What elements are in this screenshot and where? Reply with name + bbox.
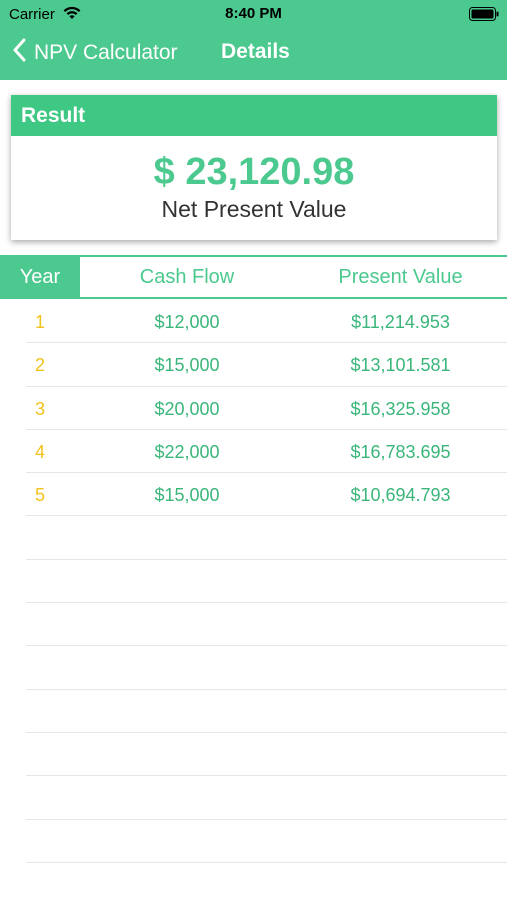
table-row[interactable]: 1 $12,000 $11,214.953: [26, 300, 507, 344]
year-cell: 1: [35, 312, 46, 332]
cash-flow-cell: $22,000: [154, 441, 220, 462]
cash-flow-cell: $12,000: [154, 312, 220, 332]
npv-label: Net Present Value: [161, 196, 347, 222]
cash-flow-cell: $15,000: [154, 485, 220, 506]
table-row[interactable]: [26, 690, 507, 733]
chevron-left-icon: [12, 38, 26, 68]
table-header: Year Cash Flow Present Value: [0, 255, 507, 299]
result-card: Result $ 23,120.98 Net Present Value: [11, 95, 497, 240]
cash-flow-cell: $15,000: [154, 355, 220, 376]
table-row[interactable]: [26, 820, 507, 863]
column-header-cash-flow[interactable]: Cash Flow: [139, 265, 235, 288]
wifi-icon: [62, 5, 82, 25]
table-row[interactable]: [26, 733, 507, 777]
battery-icon: [469, 7, 499, 25]
present-value-cell: $16,325.958: [350, 398, 451, 419]
result-header: Result: [11, 95, 497, 136]
back-label: NPV Calculator: [34, 41, 178, 64]
status-time: 8:40 PM: [225, 5, 282, 22]
present-value-cell: $16,783.695: [350, 441, 451, 462]
present-value-cell: $10,694.793: [350, 485, 451, 506]
status-bar: Carrier 8:40 PM: [0, 0, 507, 28]
table-row[interactable]: [26, 603, 507, 647]
table-row[interactable]: 2 $15,000 $13,101.581: [26, 343, 507, 387]
navigation-bar: Carrier 8:40 PM NPV Calculator Details: [0, 0, 507, 80]
year-cell: 5: [35, 485, 46, 506]
table-row[interactable]: [26, 560, 507, 604]
table-row[interactable]: [26, 776, 507, 820]
back-button[interactable]: NPV Calculator: [12, 36, 178, 70]
present-value-cell: $13,101.581: [350, 355, 451, 376]
column-header-present-value[interactable]: Present Value: [338, 265, 463, 288]
table-row[interactable]: [26, 646, 507, 690]
year-cell: 2: [35, 355, 46, 376]
carrier-label: Carrier: [9, 6, 55, 23]
table-row[interactable]: [26, 516, 507, 560]
table-row[interactable]: 5 $15,000 $10,694.793: [26, 473, 507, 517]
page-title: Details: [221, 40, 290, 63]
cash-flow-cell: $20,000: [154, 398, 220, 419]
npv-value: $ 23,120.98: [153, 151, 355, 193]
table-row[interactable]: 4 $22,000 $16,783.695: [26, 430, 507, 474]
year-cell: 3: [35, 398, 46, 419]
table-row[interactable]: 3 $20,000 $16,325.958: [26, 387, 507, 430]
year-cell: 4: [35, 441, 46, 462]
cash-flow-table: 1 $12,000 $11,214.953 2 $15,000 $13,101.581 3 $…: [0, 300, 507, 863]
present-value-cell: $11,214.953: [351, 312, 450, 332]
column-header-year[interactable]: Year: [0, 257, 80, 297]
